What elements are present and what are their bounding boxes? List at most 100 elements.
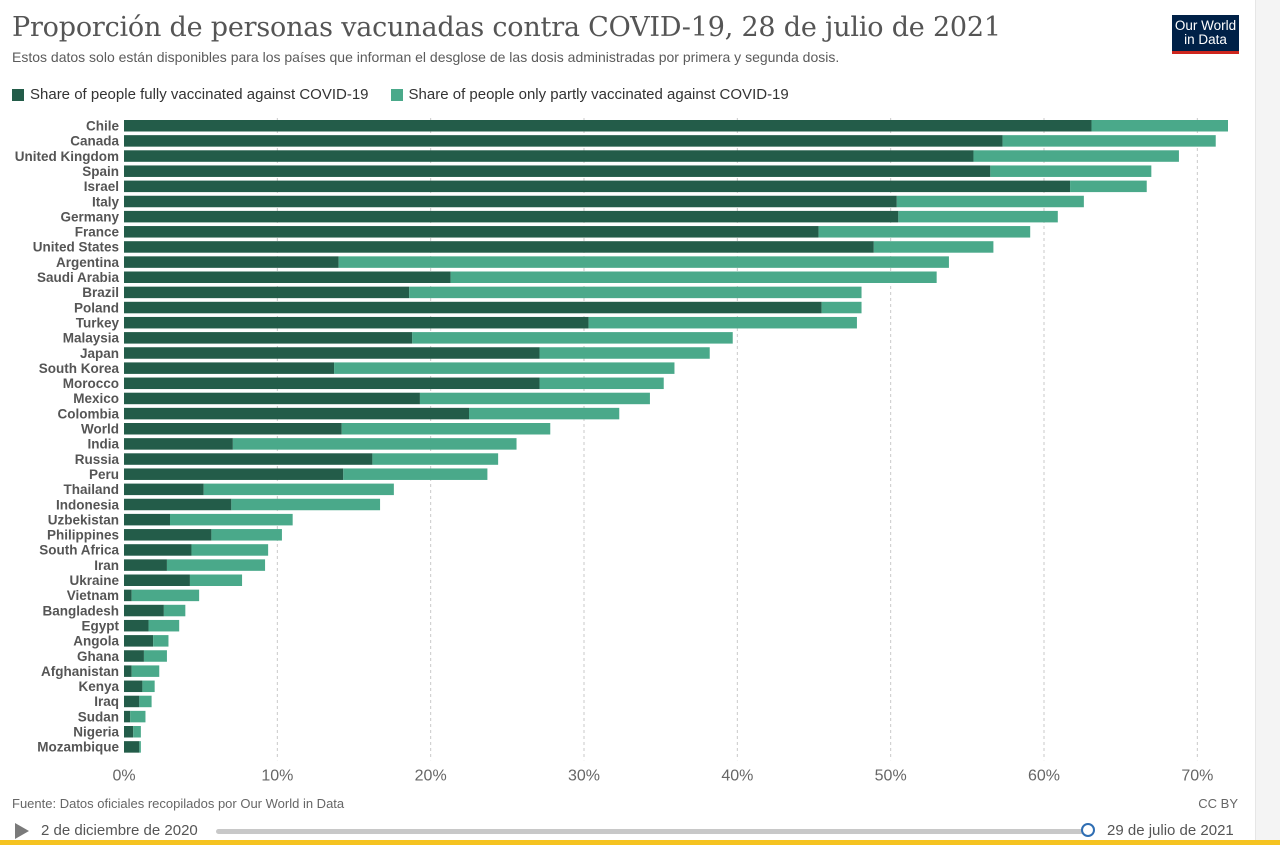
play-icon[interactable] xyxy=(15,823,29,839)
bar-fully-vaccinated[interactable] xyxy=(124,559,167,571)
bar-partly-vaccinated[interactable] xyxy=(334,362,675,374)
bar-fully-vaccinated[interactable] xyxy=(124,650,144,662)
bar-fully-vaccinated[interactable] xyxy=(124,286,410,299)
bar-partly-vaccinated[interactable] xyxy=(143,650,167,662)
bar-fully-vaccinated[interactable] xyxy=(124,241,874,253)
bar-fully-vaccinated[interactable] xyxy=(124,544,192,556)
bar-fully-vaccinated[interactable] xyxy=(124,301,822,314)
bar-fully-vaccinated[interactable] xyxy=(124,726,134,738)
bar-partly-vaccinated[interactable] xyxy=(130,710,146,723)
bar-fully-vaccinated[interactable] xyxy=(124,604,164,617)
bar-partly-vaccinated[interactable] xyxy=(170,513,293,526)
bar-fully-vaccinated[interactable] xyxy=(124,438,233,450)
bar-fully-vaccinated[interactable] xyxy=(124,195,897,208)
bar-fully-vaccinated[interactable] xyxy=(124,271,451,284)
bar-partly-vaccinated[interactable] xyxy=(166,559,266,571)
bar-partly-vaccinated[interactable] xyxy=(211,529,282,541)
bar-partly-vaccinated[interactable] xyxy=(203,483,394,496)
logo-line-1: Our World xyxy=(1174,18,1237,33)
bar-fully-vaccinated[interactable] xyxy=(124,256,339,268)
bar-partly-vaccinated[interactable] xyxy=(131,589,200,602)
bar-partly-vaccinated[interactable] xyxy=(139,695,152,708)
bar-fully-vaccinated[interactable] xyxy=(124,529,212,541)
bar-fully-vaccinated[interactable] xyxy=(124,665,132,677)
bar-partly-vaccinated[interactable] xyxy=(142,680,155,693)
bar-partly-vaccinated[interactable] xyxy=(539,377,664,390)
bar-fully-vaccinated[interactable] xyxy=(124,377,540,390)
bar-partly-vaccinated[interactable] xyxy=(412,332,733,344)
bar-fully-vaccinated[interactable] xyxy=(124,710,131,723)
bar-partly-vaccinated[interactable] xyxy=(588,316,857,329)
bar-fully-vaccinated[interactable] xyxy=(124,407,469,420)
bar-partly-vaccinated[interactable] xyxy=(232,438,517,450)
bar-partly-vaccinated[interactable] xyxy=(341,423,551,435)
bar-partly-vaccinated[interactable] xyxy=(191,544,269,556)
page-scrollbar[interactable] xyxy=(1255,0,1280,845)
bar-fully-vaccinated[interactable] xyxy=(124,453,373,465)
bar-partly-vaccinated[interactable] xyxy=(163,604,186,617)
bar-fully-vaccinated[interactable] xyxy=(124,423,342,435)
bar-fully-vaccinated[interactable] xyxy=(124,483,204,496)
x-tick-label: 20% xyxy=(415,767,447,784)
legend-item-partly[interactable]: Share of people only partly vaccinated a… xyxy=(390,86,789,103)
x-tick-label: 60% xyxy=(1028,767,1060,784)
category-label: Colombia xyxy=(57,406,119,421)
bar-fully-vaccinated[interactable] xyxy=(124,513,170,526)
bar-partly-vaccinated[interactable] xyxy=(898,210,1058,223)
bar-partly-vaccinated[interactable] xyxy=(896,195,1084,208)
bar-fully-vaccinated[interactable] xyxy=(124,347,540,359)
bar-fully-vaccinated[interactable] xyxy=(124,362,335,374)
timeline-slider-track[interactable] xyxy=(216,829,1088,834)
bar-partly-vaccinated[interactable] xyxy=(419,392,650,405)
bar-fully-vaccinated[interactable] xyxy=(124,120,1092,132)
legend-label-partly: Share of people only partly vaccinated a… xyxy=(408,86,789,103)
bar-fully-vaccinated[interactable] xyxy=(124,680,143,693)
bars xyxy=(124,120,1228,753)
bar-partly-vaccinated[interactable] xyxy=(231,498,381,511)
bar-fully-vaccinated[interactable] xyxy=(124,332,413,344)
bar-fully-vaccinated[interactable] xyxy=(124,635,154,647)
bar-partly-vaccinated[interactable] xyxy=(139,741,141,753)
bar-partly-vaccinated[interactable] xyxy=(469,407,620,420)
legend-item-fully[interactable]: Share of people fully vaccinated against… xyxy=(12,86,369,103)
bar-fully-vaccinated[interactable] xyxy=(124,392,420,405)
bar-fully-vaccinated[interactable] xyxy=(124,741,140,753)
bar-partly-vaccinated[interactable] xyxy=(338,256,949,268)
bar-partly-vaccinated[interactable] xyxy=(539,347,710,359)
bar-partly-vaccinated[interactable] xyxy=(1091,120,1228,132)
bar-partly-vaccinated[interactable] xyxy=(873,241,994,253)
bar-fully-vaccinated[interactable] xyxy=(124,695,140,708)
bar-fully-vaccinated[interactable] xyxy=(124,226,819,238)
bar-partly-vaccinated[interactable] xyxy=(189,574,243,587)
bar-partly-vaccinated[interactable] xyxy=(990,165,1152,177)
bar-fully-vaccinated[interactable] xyxy=(124,135,1003,147)
category-label: United Kingdom xyxy=(15,149,119,164)
category-label: Japan xyxy=(80,346,119,361)
bar-fully-vaccinated[interactable] xyxy=(124,150,974,162)
bar-fully-vaccinated[interactable] xyxy=(124,165,991,177)
bar-partly-vaccinated[interactable] xyxy=(821,301,862,314)
bar-partly-vaccinated[interactable] xyxy=(148,619,180,632)
bar-fully-vaccinated[interactable] xyxy=(124,589,132,602)
bar-partly-vaccinated[interactable] xyxy=(409,286,862,299)
bar-fully-vaccinated[interactable] xyxy=(124,619,149,632)
bar-partly-vaccinated[interactable] xyxy=(450,271,937,284)
bar-partly-vaccinated[interactable] xyxy=(818,226,1031,238)
bar-partly-vaccinated[interactable] xyxy=(973,150,1179,162)
bar-fully-vaccinated[interactable] xyxy=(124,498,232,511)
bar-partly-vaccinated[interactable] xyxy=(131,665,160,677)
bar-fully-vaccinated[interactable] xyxy=(124,468,344,480)
bar-fully-vaccinated[interactable] xyxy=(124,574,190,587)
bar-fully-vaccinated[interactable] xyxy=(124,210,899,223)
bar-partly-vaccinated[interactable] xyxy=(1002,135,1216,147)
bar-partly-vaccinated[interactable] xyxy=(372,453,499,465)
bar-partly-vaccinated[interactable] xyxy=(153,635,169,647)
owid-logo[interactable]: Our World in Data xyxy=(1172,15,1239,54)
bar-partly-vaccinated[interactable] xyxy=(1070,180,1147,193)
license-link[interactable]: CC BY xyxy=(1198,796,1238,811)
bar-fully-vaccinated[interactable] xyxy=(124,180,1071,193)
bar-partly-vaccinated[interactable] xyxy=(343,468,488,480)
bar-fully-vaccinated[interactable] xyxy=(124,316,589,329)
bar-partly-vaccinated[interactable] xyxy=(133,726,141,738)
timeline-slider-handle[interactable] xyxy=(1081,823,1095,837)
